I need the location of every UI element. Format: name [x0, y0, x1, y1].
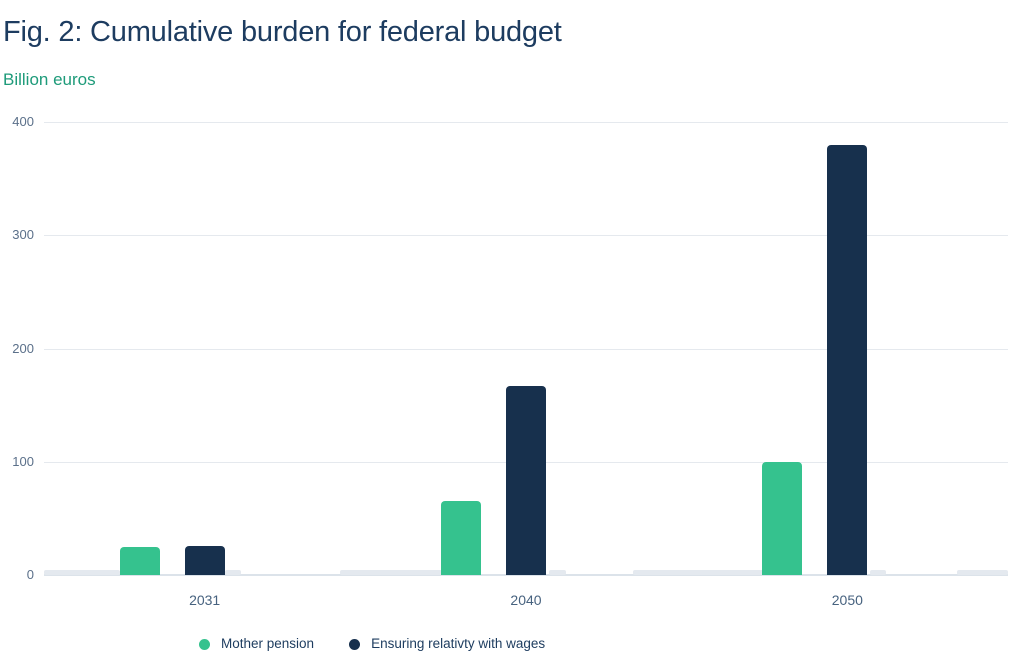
legend-label-ensuring-relativity: Ensuring relativty with wages [371, 636, 546, 651]
y-tick-label-0: 0 [26, 567, 34, 582]
legend-item-ensuring-relativity: Ensuring relativty with wages [349, 636, 545, 652]
bar-mother-pension-2031 [119, 546, 160, 575]
y-tick-label-100: 100 [12, 453, 34, 469]
chart-title: Fig. 2: Cumulative burden for federal bu… [3, 16, 562, 48]
y-tick-label-300: 300 [12, 227, 34, 243]
baseline-segment-4 [633, 570, 765, 575]
legend-dot-navy-icon [349, 638, 361, 650]
baseline-segment-3 [549, 570, 566, 575]
legend-label-mother-pension: Mother pension [221, 636, 315, 651]
legend-dot-green-icon [199, 638, 210, 650]
baseline-segment-6 [957, 570, 1008, 575]
x-tick-label-2040: 2040 [510, 592, 542, 608]
x-tick-label-2050: 2050 [831, 592, 863, 608]
x-axis-baseline [44, 574, 1008, 576]
bar-mother-pension-2050 [762, 461, 803, 575]
y-tick-label-200: 200 [12, 340, 34, 356]
baseline-segment-1 [225, 570, 241, 575]
bar-ensuring-relativty-with-wages-2031 [184, 545, 225, 575]
legend-item-mother-pension: Mother pension [199, 636, 314, 652]
gridline-200 [44, 348, 1008, 350]
gridline-300 [44, 235, 1008, 237]
chart-subtitle-unit: Billion euros [3, 70, 96, 89]
y-tick-label-400: 400 [12, 114, 34, 129]
bar-ensuring-relativty-with-wages-2050 [827, 144, 868, 575]
chart-legend: Mother pension Ensuring relativty with w… [199, 636, 545, 652]
baseline-segment-2 [340, 570, 442, 575]
baseline-segment-0 [44, 570, 120, 575]
gridline-400 [44, 122, 1008, 123]
bar-ensuring-relativty-with-wages-2040 [506, 385, 546, 575]
baseline-segment-5 [870, 570, 886, 575]
bar-mother-pension-2040 [441, 501, 481, 575]
x-tick-label-2031: 2031 [189, 592, 221, 608]
